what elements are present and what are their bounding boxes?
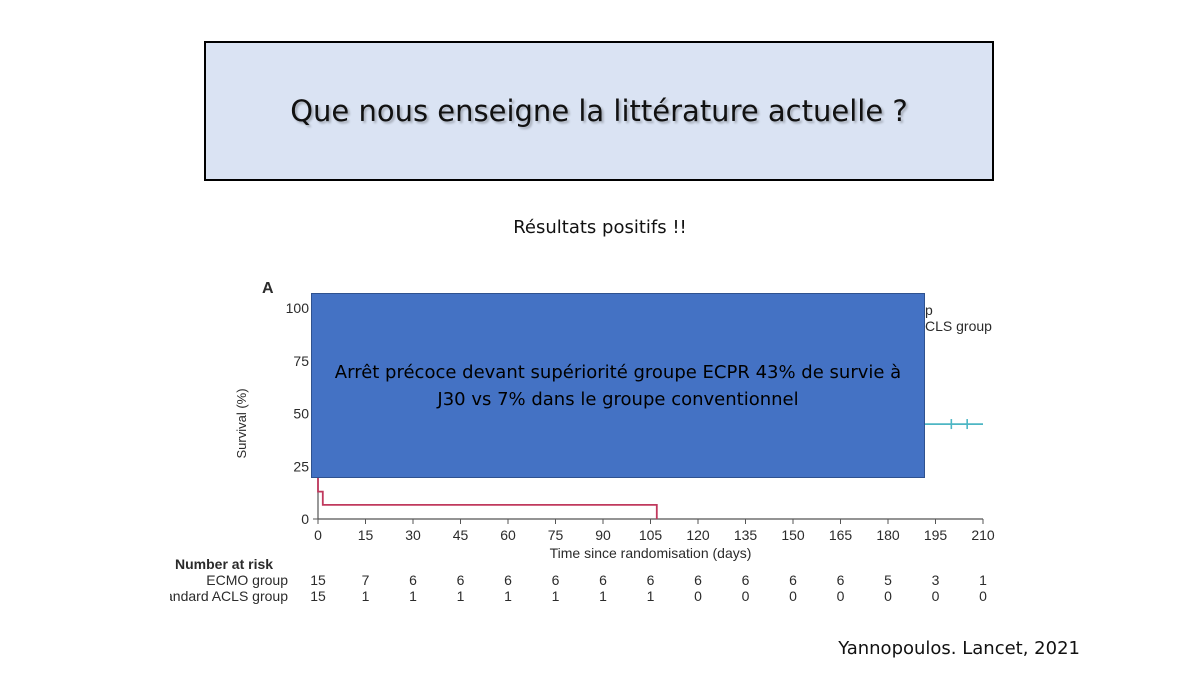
y-tick-label: 50 [293, 406, 309, 422]
risk-row-label: ECMO group [206, 572, 288, 588]
risk-value: 1 [599, 588, 607, 604]
x-tick-label: 150 [781, 527, 805, 543]
slide-title: Que nous enseigne la littérature actuell… [290, 94, 908, 128]
x-tick-label: 30 [405, 527, 421, 543]
x-tick-label: 0 [314, 527, 322, 543]
risk-value: 0 [837, 588, 845, 604]
risk-value: 6 [742, 572, 750, 588]
risk-value: 1 [552, 588, 560, 604]
x-tick-label: 15 [358, 527, 374, 543]
x-tick-label: 210 [971, 527, 995, 543]
citation: Yannopoulos. Lancet, 2021 [838, 638, 1080, 659]
risk-value: 6 [599, 572, 607, 588]
risk-value: 0 [789, 588, 797, 604]
risk-value: 0 [979, 588, 987, 604]
x-tick-label: 45 [453, 527, 469, 543]
x-tick-label: 60 [500, 527, 516, 543]
risk-value: 6 [837, 572, 845, 588]
y-tick-label: 100 [286, 300, 310, 316]
risk-value: 3 [932, 572, 940, 588]
legend-entry-ecmo: p [925, 302, 933, 318]
risk-value: 6 [409, 572, 417, 588]
risk-value: 6 [694, 572, 702, 588]
risk-row-label: Standard ACLS group [170, 588, 288, 604]
risk-value: 15 [310, 588, 326, 604]
x-tick-label: 135 [734, 527, 758, 543]
risk-value: 6 [647, 572, 655, 588]
risk-value: 15 [310, 572, 326, 588]
panel-label: A [262, 280, 274, 297]
risk-value: 6 [457, 572, 465, 588]
x-tick-label: 165 [829, 527, 853, 543]
overlay-callout: Arrêt précoce devant supériorité groupe … [311, 293, 925, 478]
risk-value: 6 [552, 572, 560, 588]
x-tick-label: 75 [548, 527, 564, 543]
risk-value: 0 [932, 588, 940, 604]
risk-value: 0 [742, 588, 750, 604]
slide-subtitle: Résultats positifs !! [513, 217, 687, 238]
y-tick-label: 0 [301, 511, 309, 527]
risk-value: 5 [884, 572, 892, 588]
risk-value: 7 [362, 572, 370, 588]
x-tick-label: 90 [595, 527, 611, 543]
x-tick-label: 120 [686, 527, 710, 543]
risk-value: 0 [694, 588, 702, 604]
x-tick-label: 105 [639, 527, 663, 543]
x-tick-label: 180 [876, 527, 900, 543]
slide-title-box: Que nous enseigne la littérature actuell… [204, 41, 994, 181]
risk-value: 1 [409, 588, 417, 604]
risk-value: 1 [647, 588, 655, 604]
risk-value: 6 [504, 572, 512, 588]
y-tick-label: 75 [293, 353, 309, 369]
y-tick-label: 25 [293, 458, 309, 474]
risk-value: 1 [362, 588, 370, 604]
x-axis-label: Time since randomisation (days) [550, 545, 752, 561]
risk-value: 1 [457, 588, 465, 604]
risk-value: 1 [504, 588, 512, 604]
risk-value: 0 [884, 588, 892, 604]
legend-entry-acls: CLS group [925, 318, 992, 334]
x-tick-label: 195 [924, 527, 948, 543]
risk-table-title: Number at risk [175, 556, 273, 572]
risk-value: 6 [789, 572, 797, 588]
y-axis-label: Survival (%) [234, 388, 249, 458]
overlay-text: Arrêt précoce devant supériorité groupe … [334, 361, 902, 410]
risk-value: 1 [979, 572, 987, 588]
